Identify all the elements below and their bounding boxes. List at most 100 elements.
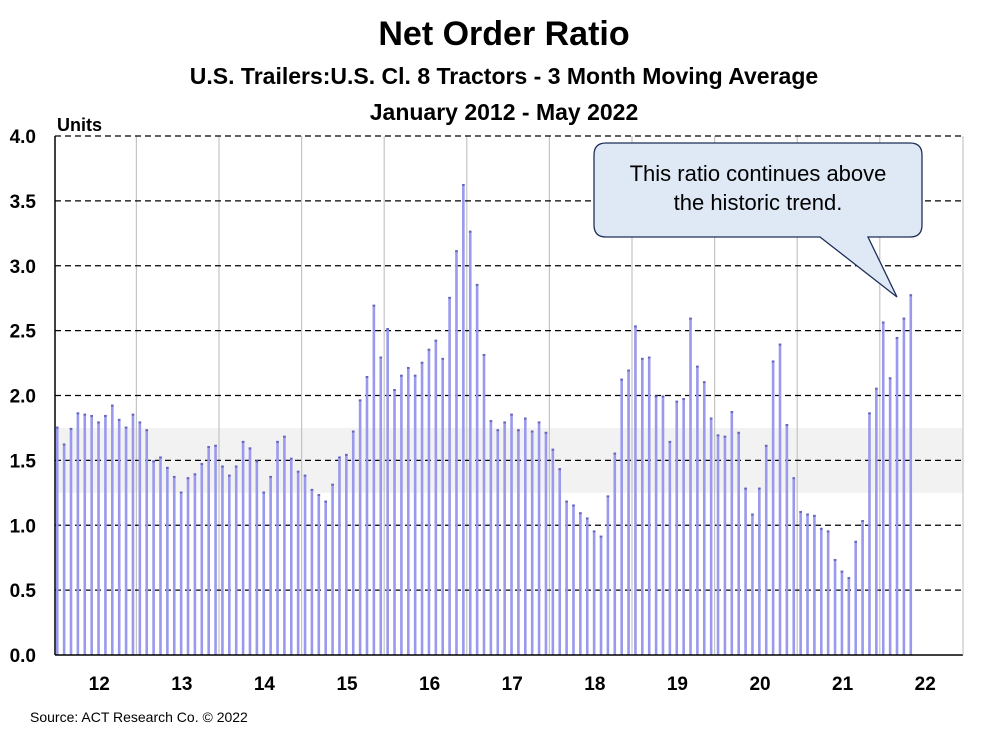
- bar: [599, 535, 603, 655]
- bar-cap: [193, 473, 197, 476]
- bar-cap: [111, 404, 114, 407]
- bar: [455, 250, 458, 655]
- bar: [689, 317, 692, 655]
- bar: [771, 360, 775, 655]
- bar: [813, 514, 816, 655]
- bar: [104, 414, 107, 655]
- bar: [262, 491, 266, 655]
- bar-cap: [413, 374, 417, 377]
- bar: [241, 440, 245, 655]
- bar: [778, 343, 782, 655]
- bar: [200, 462, 204, 655]
- bar: [248, 447, 252, 655]
- chart-subtitle: U.S. Trailers:U.S. Cl. 8 Tractors - 3 Mo…: [190, 63, 818, 89]
- bar-cap: [709, 417, 713, 420]
- bar: [579, 512, 582, 655]
- bar-cap: [675, 400, 679, 403]
- bar-cap: [868, 412, 871, 415]
- bar-cap: [785, 424, 789, 427]
- bar: [716, 434, 720, 655]
- bar-cap: [744, 487, 747, 490]
- bar: [448, 296, 451, 655]
- bar: [76, 412, 80, 655]
- bar-cap: [537, 421, 541, 424]
- x-tick-label: 20: [749, 674, 770, 695]
- bar-cap: [813, 514, 816, 517]
- bar-cap: [847, 577, 851, 580]
- bar: [221, 465, 224, 655]
- bar-cap: [255, 460, 259, 463]
- bar-cap: [248, 447, 252, 450]
- x-tick-label: 17: [502, 674, 523, 695]
- bar: [558, 468, 562, 655]
- bar: [186, 477, 190, 655]
- bar-cap: [159, 456, 162, 459]
- bar: [585, 517, 589, 655]
- bar: [317, 494, 321, 655]
- bar-cap: [420, 361, 424, 364]
- bar: [751, 513, 754, 655]
- bar-cap: [558, 468, 562, 471]
- bar-cap: [228, 474, 231, 477]
- bar-cap: [606, 495, 610, 498]
- bar: [551, 448, 555, 655]
- bar: [592, 530, 596, 655]
- bar: [565, 500, 568, 655]
- bar-cap: [310, 488, 314, 491]
- bar: [303, 474, 307, 655]
- bar-cap: [579, 512, 582, 515]
- bar: [138, 421, 142, 655]
- bar-cap: [496, 429, 500, 432]
- bar-cap: [448, 296, 451, 299]
- bar: [696, 365, 699, 655]
- bar-cap: [69, 427, 73, 430]
- bar: [111, 404, 114, 655]
- bar: [145, 429, 149, 655]
- bar-cap: [427, 348, 431, 351]
- bar: [544, 431, 548, 655]
- bar-cap: [909, 294, 913, 297]
- y-axis-label: Units: [57, 115, 102, 135]
- bar: [124, 426, 128, 655]
- bar-cap: [510, 413, 513, 416]
- bar: [613, 452, 617, 655]
- x-tick-label: 12: [89, 674, 110, 695]
- bar: [345, 453, 348, 655]
- bar-cap: [764, 444, 768, 447]
- y-tick-label: 3.5: [10, 192, 37, 213]
- bar: [276, 440, 279, 655]
- bar: [482, 353, 486, 655]
- bar: [496, 429, 500, 655]
- bar: [861, 520, 864, 655]
- bar: [730, 411, 734, 655]
- bar: [427, 348, 431, 655]
- bar-cap: [654, 395, 658, 398]
- bar-cap: [393, 389, 396, 392]
- bar: [785, 424, 789, 655]
- bar-cap: [737, 431, 740, 434]
- bar-cap: [826, 530, 830, 533]
- bar-cap: [661, 395, 665, 398]
- bar-cap: [76, 412, 80, 415]
- bar-cap: [551, 448, 555, 451]
- bar-cap: [441, 357, 445, 360]
- bar: [289, 457, 293, 655]
- bar-cap: [358, 399, 362, 402]
- bar: [606, 495, 610, 655]
- bar-cap: [289, 457, 293, 460]
- bar: [62, 443, 66, 655]
- x-tick-label: 16: [419, 674, 440, 695]
- bar-cap: [262, 491, 266, 494]
- bar-cap: [303, 474, 307, 477]
- x-tick-label: 18: [584, 674, 605, 695]
- bar-cap: [62, 443, 66, 446]
- bar: [324, 500, 327, 655]
- bar-cap: [723, 435, 727, 438]
- bar-cap: [475, 283, 479, 286]
- bar-cap: [145, 429, 149, 432]
- bar: [338, 456, 341, 655]
- bar: [90, 414, 93, 655]
- bar: [434, 339, 438, 655]
- bar-cap: [668, 440, 672, 443]
